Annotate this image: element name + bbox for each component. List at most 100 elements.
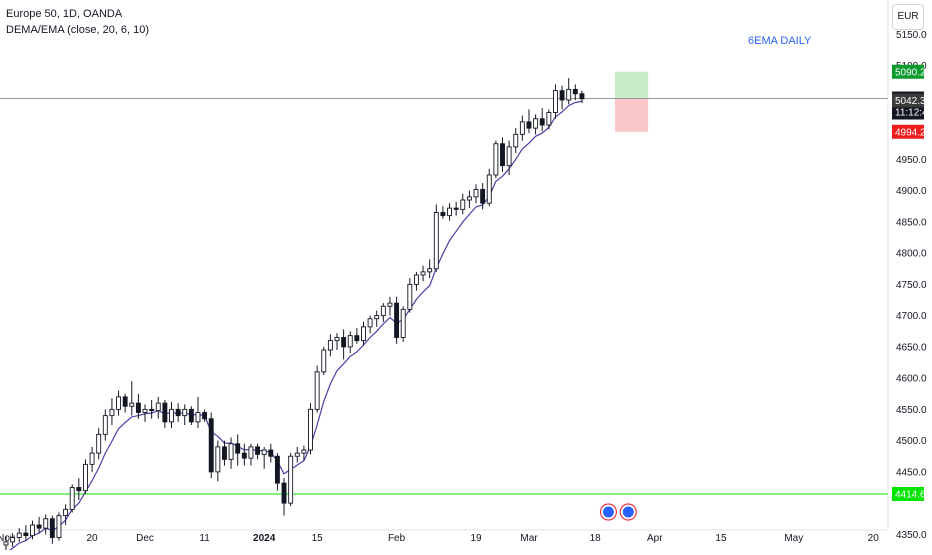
candle xyxy=(374,310,380,327)
candle xyxy=(49,515,55,544)
currency-button[interactable]: EUR xyxy=(892,4,924,30)
candle-body xyxy=(69,487,75,510)
candle-body xyxy=(261,449,267,455)
candle xyxy=(142,404,148,422)
x-tick-label: Apr xyxy=(647,533,663,544)
candle-body xyxy=(215,446,221,473)
candle-body xyxy=(195,412,201,423)
candle xyxy=(546,109,552,130)
candle xyxy=(453,201,459,216)
candle xyxy=(261,446,267,469)
candle-body xyxy=(248,446,254,459)
candle-body xyxy=(288,455,294,504)
candle xyxy=(36,516,42,534)
candle xyxy=(102,409,108,441)
candle xyxy=(513,128,519,154)
candle xyxy=(486,168,492,207)
candle-body xyxy=(308,408,313,451)
y-tick-label: 4800.0 xyxy=(896,249,927,260)
candle xyxy=(387,296,393,316)
candle xyxy=(202,409,208,422)
ema-value-badge-text: 5042.3 xyxy=(895,96,926,107)
candle-body xyxy=(539,118,545,126)
candle xyxy=(222,440,227,466)
candle-body xyxy=(63,508,69,517)
candle xyxy=(394,296,400,344)
x-tick-label: Feb xyxy=(388,533,406,544)
candle-body xyxy=(36,524,42,529)
candle-body xyxy=(427,268,433,273)
candle xyxy=(301,445,307,461)
candle-body xyxy=(579,93,585,100)
candle-body xyxy=(49,518,55,538)
candle-body xyxy=(361,326,366,342)
y-tick-label: 4650.0 xyxy=(896,342,927,353)
candle xyxy=(175,403,181,422)
candle-body xyxy=(274,455,280,484)
candle-body xyxy=(222,446,227,460)
candle xyxy=(30,520,35,540)
current-price-badge-countdown: 11:12:49 xyxy=(895,108,932,119)
candle-body xyxy=(546,112,552,126)
candle-body xyxy=(188,408,194,423)
candle-body xyxy=(43,518,49,529)
candle-body xyxy=(281,482,287,504)
candle-body xyxy=(347,335,353,348)
candle xyxy=(129,381,135,416)
symbol-legend[interactable]: Europe 50, 1D, OANDA xyxy=(6,8,123,20)
candle-body xyxy=(433,212,439,270)
x-tick-label: 20 xyxy=(86,533,98,544)
candle xyxy=(427,259,433,279)
candle xyxy=(288,453,294,507)
candle-body xyxy=(506,146,512,167)
candle-body xyxy=(76,487,82,492)
candle-body xyxy=(102,415,108,435)
candle-body xyxy=(301,449,307,454)
candle-body xyxy=(116,396,121,410)
candle-body xyxy=(135,402,141,413)
candle xyxy=(82,459,88,494)
ema-value-badge xyxy=(892,93,924,108)
candle xyxy=(281,478,287,516)
candle-body xyxy=(394,302,400,338)
candle xyxy=(149,400,155,419)
candle xyxy=(255,443,261,460)
candle-body xyxy=(149,408,155,412)
y-tick-label: 5150.0 xyxy=(896,30,927,41)
candle xyxy=(56,512,62,541)
y-tick-label: 4900.0 xyxy=(896,186,927,197)
y-tick-label: 4750.0 xyxy=(896,280,927,291)
candle xyxy=(294,446,300,463)
candle xyxy=(182,404,188,425)
candle xyxy=(354,328,360,344)
candle-body xyxy=(566,88,572,101)
candle-body xyxy=(473,188,479,198)
candle xyxy=(155,396,161,419)
stop-zone xyxy=(615,98,649,132)
chart-annotation: 6EMA DAILY xyxy=(748,35,812,47)
candle xyxy=(135,393,141,419)
candle xyxy=(466,190,472,209)
indicator-legend[interactable]: DEMA/EMA (close, 20, 6, 10) xyxy=(6,24,150,36)
candle xyxy=(407,278,413,313)
candle xyxy=(89,446,95,472)
candle-body xyxy=(129,402,135,407)
candle xyxy=(169,401,174,429)
event-marker-icon xyxy=(602,506,614,518)
y-tick-label: 4600.0 xyxy=(896,374,927,385)
x-tick-label: Nov xyxy=(0,533,15,544)
candle-body xyxy=(228,443,234,460)
candle xyxy=(248,443,254,466)
target-price-badge xyxy=(892,64,924,79)
candle xyxy=(447,203,452,221)
candle-body xyxy=(334,337,340,342)
candle-body xyxy=(16,532,22,538)
candle xyxy=(76,478,82,500)
candle xyxy=(162,400,168,429)
x-tick-label: Dec xyxy=(136,533,154,544)
candle-body xyxy=(208,418,214,473)
candle-body xyxy=(109,408,115,417)
event-marker-icon xyxy=(622,506,634,518)
